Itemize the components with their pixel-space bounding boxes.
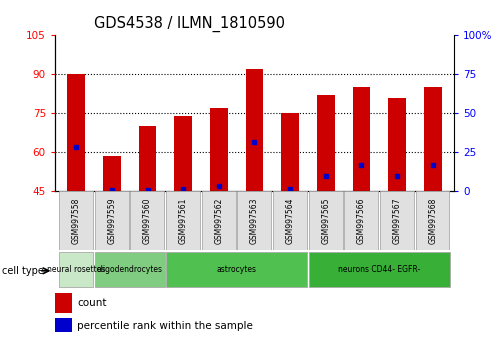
Text: GSM997568: GSM997568 <box>428 197 437 244</box>
Bar <box>210 108 228 191</box>
Text: count: count <box>77 298 107 308</box>
FancyBboxPatch shape <box>59 191 93 250</box>
Bar <box>103 156 121 191</box>
Bar <box>352 87 370 191</box>
FancyBboxPatch shape <box>416 191 450 250</box>
Text: GSM997567: GSM997567 <box>393 197 402 244</box>
FancyBboxPatch shape <box>166 191 200 250</box>
Bar <box>388 98 406 191</box>
Bar <box>174 116 192 191</box>
Text: GSM997564: GSM997564 <box>285 197 294 244</box>
Text: astrocytes: astrocytes <box>217 264 256 274</box>
Text: oligodendrocytes: oligodendrocytes <box>97 264 163 274</box>
Bar <box>424 87 442 191</box>
Text: GSM997560: GSM997560 <box>143 197 152 244</box>
FancyBboxPatch shape <box>380 191 414 250</box>
Bar <box>139 126 157 191</box>
Text: GSM997566: GSM997566 <box>357 197 366 244</box>
Text: cell type: cell type <box>2 266 44 276</box>
FancyBboxPatch shape <box>309 191 342 250</box>
FancyBboxPatch shape <box>344 191 378 250</box>
Text: neural rosettes: neural rosettes <box>47 264 105 274</box>
FancyBboxPatch shape <box>273 191 307 250</box>
Text: GSM997559: GSM997559 <box>107 197 116 244</box>
Bar <box>246 69 263 191</box>
Bar <box>317 95 335 191</box>
FancyBboxPatch shape <box>309 251 450 287</box>
Text: GSM997563: GSM997563 <box>250 197 259 244</box>
FancyBboxPatch shape <box>238 191 271 250</box>
Text: GSM997558: GSM997558 <box>72 197 81 244</box>
FancyBboxPatch shape <box>130 191 164 250</box>
Text: percentile rank within the sample: percentile rank within the sample <box>77 321 253 331</box>
Text: GSM997561: GSM997561 <box>179 197 188 244</box>
Bar <box>67 74 85 191</box>
FancyBboxPatch shape <box>59 251 93 287</box>
FancyBboxPatch shape <box>95 191 129 250</box>
FancyBboxPatch shape <box>166 251 307 287</box>
FancyBboxPatch shape <box>202 191 236 250</box>
Text: neurons CD44- EGFR-: neurons CD44- EGFR- <box>338 264 420 274</box>
Bar <box>281 113 299 191</box>
Text: GDS4538 / ILMN_1810590: GDS4538 / ILMN_1810590 <box>94 16 285 32</box>
FancyBboxPatch shape <box>95 251 165 287</box>
Text: GSM997562: GSM997562 <box>215 197 224 244</box>
Text: GSM997565: GSM997565 <box>321 197 330 244</box>
